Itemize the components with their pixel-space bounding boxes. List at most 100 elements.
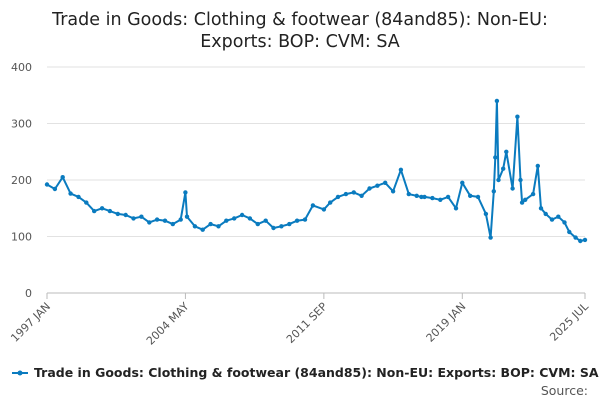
series-line — [46, 99, 586, 242]
y-tick-label: 0 — [25, 287, 32, 300]
data-point — [123, 212, 128, 218]
data-point — [335, 194, 341, 200]
data-point — [60, 175, 65, 180]
data-point — [183, 190, 188, 195]
data-point — [535, 163, 540, 169]
data-point — [515, 114, 520, 119]
data-point — [263, 218, 268, 223]
data-point — [494, 98, 500, 104]
legend-label: Trade in Goods: Clothing & footwear (84a… — [34, 365, 599, 380]
data-point — [147, 220, 152, 225]
data-point — [488, 235, 493, 240]
x-tick-label: 2004 MAY — [144, 300, 192, 348]
data-point — [475, 194, 481, 200]
data-point — [139, 214, 144, 219]
data-point — [438, 197, 443, 202]
data-point — [154, 217, 160, 222]
data-point — [510, 186, 515, 191]
grid — [47, 66, 585, 237]
data-point — [216, 224, 221, 229]
data-point — [556, 214, 561, 219]
data-point — [359, 193, 364, 198]
data-point — [430, 195, 435, 201]
data-point — [52, 186, 58, 192]
data-point — [294, 218, 300, 223]
data-point — [518, 177, 523, 183]
data-point — [107, 208, 113, 214]
data-point — [538, 206, 544, 211]
data-point — [543, 211, 548, 217]
x-tick-label: 2011 SEP — [284, 300, 330, 346]
data-point — [414, 193, 419, 198]
data-point — [92, 208, 97, 214]
data-point — [419, 194, 424, 200]
data-point — [582, 237, 588, 243]
data-point — [115, 211, 121, 217]
data-point — [496, 177, 501, 183]
chart-title-line-1: Trade in Goods: Clothing & footwear (84a… — [51, 10, 548, 30]
source-label[interactable]: Source: — [541, 383, 588, 398]
y-tick-label: 400 — [11, 61, 32, 74]
chart-title-line-2: Exports: BOP: CVM: SA — [200, 32, 400, 52]
x-tick-label: 2019 JAN — [424, 300, 469, 345]
y-tick-label: 200 — [11, 174, 32, 187]
data-point — [422, 194, 427, 200]
data-point — [483, 211, 489, 217]
data-point — [76, 194, 81, 200]
data-point — [68, 191, 73, 196]
data-point — [460, 180, 465, 185]
data-point — [390, 189, 396, 194]
data-point — [178, 217, 183, 222]
data-point — [271, 225, 276, 231]
y-tick-label: 100 — [11, 231, 32, 244]
data-point — [445, 194, 451, 200]
x-tick-label: 1997 JAN — [8, 300, 53, 345]
data-point — [247, 216, 253, 221]
legend[interactable]: Trade in Goods: Clothing & footwear (84a… — [12, 365, 599, 380]
data-point — [321, 207, 327, 212]
data-point — [343, 191, 349, 197]
data-point — [255, 221, 260, 227]
data-point — [287, 221, 292, 227]
y-tick-label: 300 — [11, 118, 32, 131]
data-point — [224, 218, 229, 223]
data-point — [162, 218, 168, 223]
data-point — [519, 200, 525, 205]
data-point — [232, 216, 237, 221]
x-axis-ticks: 1997 JAN 2004 MAY 2011 SEP 2019 JAN 2025 JUL — [8, 293, 592, 348]
data-point — [367, 186, 372, 191]
data-point — [200, 227, 205, 232]
data-point — [383, 180, 388, 185]
data-point — [406, 191, 411, 197]
x-tick-label: 2025 JUL — [547, 299, 591, 343]
data-point — [493, 155, 498, 160]
series-layer — [44, 98, 588, 244]
data-point — [279, 224, 284, 229]
data-point — [530, 191, 536, 197]
data-point — [328, 200, 333, 205]
y-axis-ticks: 0 100 200 300 400 — [11, 61, 32, 300]
data-point — [468, 193, 473, 198]
data-point — [131, 216, 136, 221]
data-point — [562, 220, 567, 225]
data-point — [491, 189, 496, 194]
data-point — [578, 238, 583, 244]
data-point — [453, 206, 459, 211]
data-point — [208, 221, 213, 227]
data-point — [99, 206, 105, 211]
data-point — [192, 224, 198, 229]
data-point — [523, 197, 528, 202]
data-point — [375, 183, 380, 188]
data-point — [549, 217, 555, 222]
data-point — [573, 235, 578, 240]
data-point — [504, 149, 509, 154]
data-point — [567, 229, 572, 235]
data-point — [84, 200, 89, 205]
data-point — [44, 182, 50, 187]
data-point — [302, 217, 308, 222]
data-point — [184, 214, 190, 219]
data-point — [170, 221, 175, 227]
data-point — [239, 212, 245, 218]
data-point — [351, 190, 356, 195]
